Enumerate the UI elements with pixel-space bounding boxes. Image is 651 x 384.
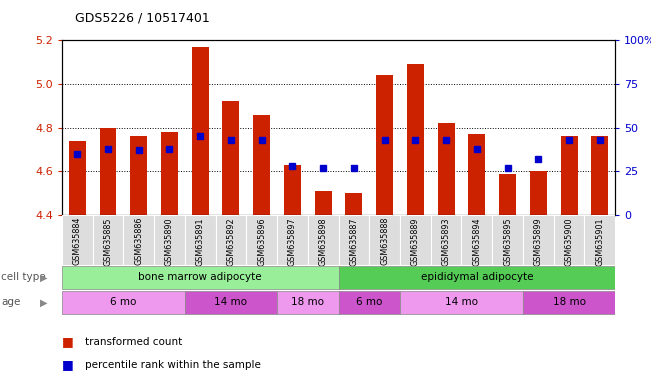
Text: GSM635896: GSM635896 [257, 217, 266, 266]
Bar [100, 128, 117, 215]
Text: GSM635890: GSM635890 [165, 217, 174, 266]
Text: GSM635893: GSM635893 [441, 217, 450, 266]
Text: GSM635884: GSM635884 [73, 217, 82, 265]
Text: GSM635886: GSM635886 [134, 217, 143, 265]
Text: GSM635897: GSM635897 [288, 217, 297, 266]
Bar [462, 215, 492, 265]
Bar [585, 215, 615, 265]
Bar [407, 65, 424, 215]
Bar [492, 215, 523, 265]
Text: 6 mo: 6 mo [110, 297, 137, 308]
Text: GDS5226 / 10517401: GDS5226 / 10517401 [75, 12, 210, 25]
Bar [437, 123, 454, 215]
Bar [185, 291, 277, 314]
Text: epididymal adipocyte: epididymal adipocyte [421, 272, 533, 283]
Bar [554, 215, 585, 265]
Text: GSM635899: GSM635899 [534, 217, 543, 266]
Bar [223, 101, 240, 215]
Text: 14 mo: 14 mo [214, 297, 247, 308]
Bar [277, 215, 308, 265]
Text: GSM635891: GSM635891 [196, 217, 204, 266]
Bar [561, 136, 577, 215]
Bar [591, 136, 608, 215]
Text: GSM635898: GSM635898 [318, 217, 327, 266]
Bar [530, 171, 547, 215]
Bar [339, 291, 400, 314]
Bar [154, 215, 185, 265]
Text: ■: ■ [62, 335, 74, 348]
Text: GSM635894: GSM635894 [473, 217, 481, 266]
Text: GSM635885: GSM635885 [104, 217, 113, 266]
Text: 6 mo: 6 mo [356, 297, 382, 308]
Bar [308, 215, 339, 265]
Bar [246, 215, 277, 265]
Text: 18 mo: 18 mo [291, 297, 324, 308]
Text: age: age [1, 297, 21, 308]
Text: GSM635901: GSM635901 [595, 217, 604, 266]
Bar [69, 141, 86, 215]
Bar [339, 266, 615, 289]
Bar [253, 114, 270, 215]
Bar [499, 174, 516, 215]
Text: ▶: ▶ [40, 297, 48, 308]
Bar [62, 215, 92, 265]
Text: GSM635889: GSM635889 [411, 217, 420, 266]
Bar [92, 215, 123, 265]
Bar [523, 291, 615, 314]
Bar [469, 134, 485, 215]
Bar [314, 191, 331, 215]
Text: ▶: ▶ [40, 272, 48, 283]
Text: ■: ■ [62, 358, 74, 371]
Bar [161, 132, 178, 215]
Text: GSM635892: GSM635892 [227, 217, 236, 266]
Bar [215, 215, 246, 265]
Bar [192, 47, 208, 215]
Bar [130, 136, 147, 215]
Text: transformed count: transformed count [85, 337, 182, 347]
Bar [123, 215, 154, 265]
Bar [523, 215, 554, 265]
Text: cell type: cell type [1, 272, 46, 283]
Text: GSM635888: GSM635888 [380, 217, 389, 265]
Bar [369, 215, 400, 265]
Text: percentile rank within the sample: percentile rank within the sample [85, 360, 260, 370]
Bar [346, 193, 363, 215]
Text: GSM635900: GSM635900 [564, 217, 574, 266]
Bar [62, 266, 339, 289]
Bar [277, 291, 339, 314]
Bar [400, 291, 523, 314]
Bar [400, 215, 431, 265]
Bar [339, 215, 369, 265]
Bar [62, 291, 185, 314]
Text: bone marrow adipocyte: bone marrow adipocyte [139, 272, 262, 283]
Text: GSM635895: GSM635895 [503, 217, 512, 266]
Bar [431, 215, 462, 265]
Bar [284, 165, 301, 215]
Bar [185, 215, 215, 265]
Text: 14 mo: 14 mo [445, 297, 478, 308]
Text: 18 mo: 18 mo [553, 297, 586, 308]
Bar [376, 75, 393, 215]
Text: GSM635887: GSM635887 [350, 217, 359, 266]
